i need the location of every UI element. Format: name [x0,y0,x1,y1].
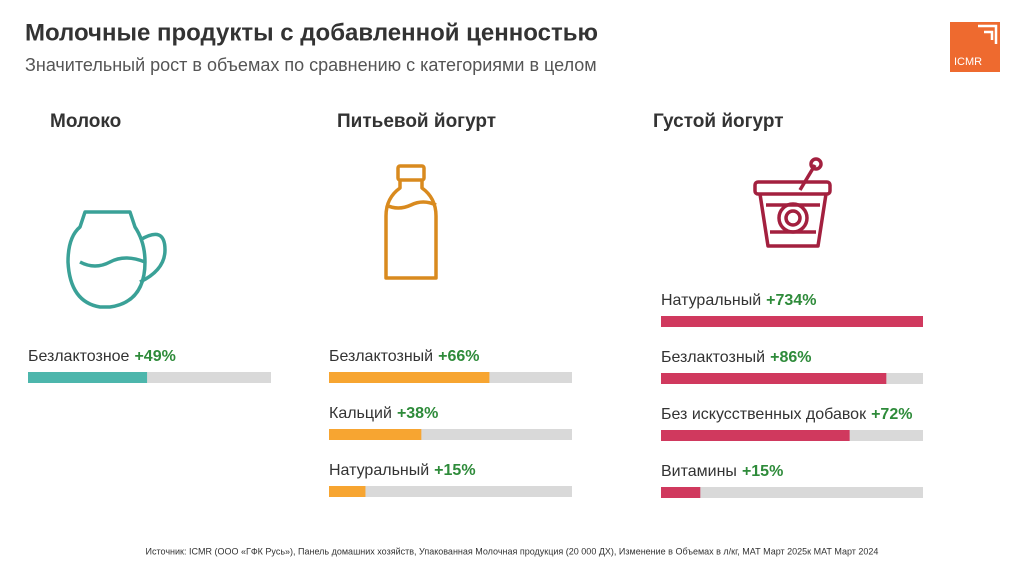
bottle-icon [384,164,438,280]
bar-track [661,487,923,498]
bar [661,487,701,498]
value-label: +49% [134,348,175,365]
bar-label: Витамины +15% [661,463,783,480]
category-label: Натуральный [661,292,761,309]
logo-mark [978,24,998,44]
logo: ICMR [950,22,1000,72]
value-label: +15% [434,462,475,479]
category-label: Витамины [661,463,737,480]
logo-text: ICMR [954,56,982,68]
category-label: Кальций [329,405,392,422]
bar-label: Без искусственных добавок +72% [661,406,912,423]
value-label: +734% [766,292,816,309]
bar-label: Натуральный +734% [661,292,816,309]
page-title: Молочные продукты с добавленной ценность… [25,19,598,46]
chart-title: Густой йогурт [653,111,784,132]
bar-label: Безлактозный +86% [661,349,811,366]
category-label: Натуральный [329,462,429,479]
value-label: +72% [871,406,912,423]
bar-label: Безлактозный +66% [329,348,479,365]
bar [661,373,887,384]
bar [329,372,490,383]
category-label: Безлактозный [661,349,765,366]
bar [28,372,148,383]
category-label: Безлактозный [329,348,433,365]
value-label: +38% [397,405,438,422]
chart-title: Питьевой йогурт [337,111,496,132]
yogurt-icon [753,157,832,248]
value-label: +66% [438,348,479,365]
bar-track [28,372,271,383]
category-label: Безлактозное [28,348,130,365]
category-label: Без искусственных добавок [661,406,867,423]
bar [661,430,850,441]
chart-title: Молоко [50,111,121,132]
bar-track [329,486,572,497]
bar [661,316,923,327]
pitcher-icon [66,210,167,309]
page-subtitle: Значительный рост в объемах по сравнению… [25,55,597,75]
source-note: Источник: ICMR (ООО «ГФК Русь»), Панель … [146,546,879,556]
bar-track [329,429,572,440]
bar [329,429,422,440]
bar-label: Кальций +38% [329,405,438,422]
bar-label: Натуральный +15% [329,462,476,479]
logo-box [950,22,1000,72]
bar [329,486,366,497]
bar-label: Безлактозное +49% [28,348,176,365]
value-label: +15% [742,463,783,480]
value-label: +86% [770,349,811,366]
